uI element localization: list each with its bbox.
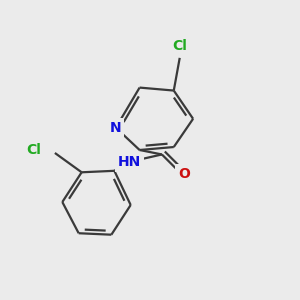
Text: Cl: Cl — [27, 143, 41, 157]
Text: O: O — [178, 167, 190, 181]
Text: Cl: Cl — [172, 39, 187, 53]
Text: N: N — [110, 121, 122, 135]
Text: HN: HN — [118, 155, 141, 169]
